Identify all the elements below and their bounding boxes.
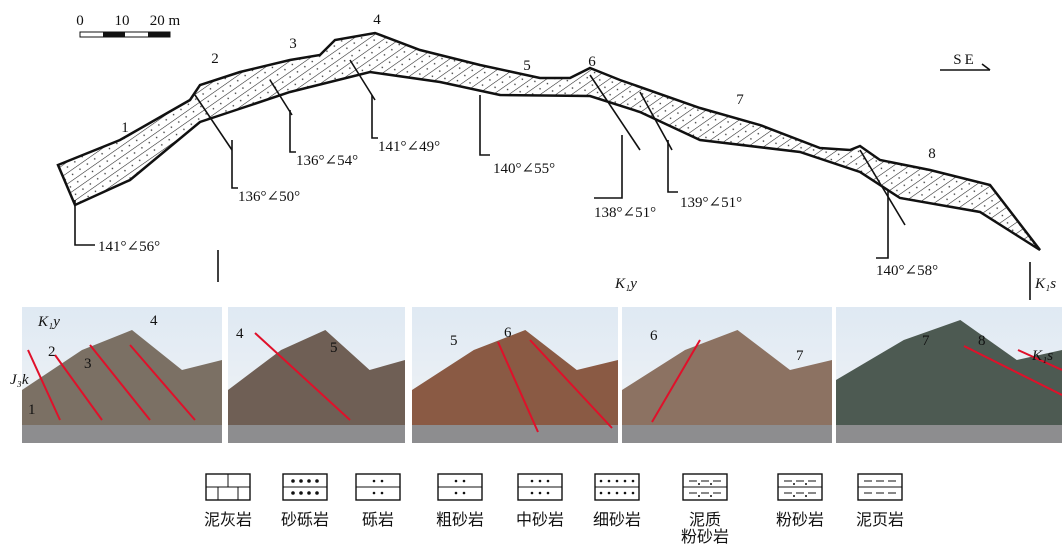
legend-dot [698,483,700,485]
legend-dot [299,479,303,483]
legend-dot [373,480,376,483]
photo-road [412,425,618,443]
bed-number: 6 [588,54,596,70]
legend-dot [624,492,627,495]
legend-dot [710,495,712,497]
legend-dot [632,492,635,495]
legend-dot [381,492,384,495]
attitude-label: 140°∠55° [493,161,555,177]
photo-road [22,425,222,443]
photo-road [836,425,1062,443]
direction-label: SE [953,52,977,68]
legend-dot [455,492,458,495]
attitude-label: 141°∠56° [98,239,160,255]
legend-dot [698,495,700,497]
legend-dot [455,480,458,483]
photo-label: J₃k [10,372,29,388]
legend-dot [381,480,384,483]
attitude-label: 140°∠58° [876,263,938,279]
legend-dot [793,483,795,485]
bed-number: 2 [211,51,219,67]
legend-dot [608,492,611,495]
legend-dot [539,480,542,483]
photo-label: 1 [28,402,36,418]
legend-label: 砂砾岩 [281,511,329,529]
legend: 泥灰岩 砂砾岩 砾岩 粗砂岩 中砂岩 细砂岩 泥质粉砂岩 粉砂岩 泥页岩 [204,474,904,544]
legend-dot [805,483,807,485]
legend-dot [539,492,542,495]
legend-dot [463,480,466,483]
bed-number: 1 [121,120,129,136]
bed-number: 8 [928,146,936,162]
formation-label: K₁y [614,276,637,292]
photo-label: 2 [48,344,56,360]
photo-label: 4 [150,313,158,329]
photo-road [228,425,405,443]
legend-dot [307,491,311,495]
legend-dot [600,480,603,483]
scale-label: 0 [76,13,84,29]
legend-label: 中砂岩 [516,511,564,529]
photo-label: K₁s [1031,348,1053,364]
photo-strip: K₁y J₃k 1 2 3 4 4 5 5 6 6 7 7 8 K₁s [10,307,1062,443]
legend-dot [616,492,619,495]
legend-dot [632,480,635,483]
photo-label: 3 [84,356,92,372]
legend-dot [547,480,550,483]
photo-road [622,425,832,443]
bed-number: 7 [736,92,744,108]
attitude-label: 141°∠49° [378,139,440,155]
bed-number: 4 [373,12,381,28]
legend-dot [600,492,603,495]
legend-dot [315,479,319,483]
bed-number: 5 [523,58,531,74]
legend-dot [315,491,319,495]
legend-dot [299,491,303,495]
legend-dot [547,492,550,495]
legend-dot [373,492,376,495]
scale-bar [80,32,170,37]
legend-label: 粗砂岩 [436,511,484,529]
scale-label: 10 [115,13,130,29]
legend-label: 泥质粉砂岩 [681,511,729,544]
photo-label: 8 [978,333,986,349]
legend-dot [291,491,295,495]
legend-label: 泥灰岩 [204,511,252,529]
legend-dot [624,480,627,483]
legend-dot [616,480,619,483]
legend-dot [531,492,534,495]
legend-dot [710,483,712,485]
attitude-label: 138°∠51° [594,205,656,221]
legend-dot [531,480,534,483]
photo-label: 6 [650,328,658,344]
attitude-label: 136°∠54° [296,153,358,169]
legend-label: 泥页岩 [856,511,904,529]
photo-label: K₁y [37,314,60,330]
figure: K₁yJ₃k123445566778K₁s 泥灰岩砂砾岩砾岩粗砂岩中砂岩细砂岩泥… [0,0,1062,544]
photo-label: 4 [236,326,244,342]
photo-label: 6 [504,325,512,341]
bed-number: 3 [289,36,297,52]
photo-label: 5 [330,340,338,356]
legend-dot [307,479,311,483]
legend-dot [608,480,611,483]
legend-dot [291,479,295,483]
legend-label: 细砂岩 [593,511,641,529]
section-profile [58,33,1040,250]
legend-dot [805,495,807,497]
legend-label: 粉砂岩 [776,511,824,529]
scale-label: 20 m [150,13,181,29]
legend-label: 砾岩 [362,511,394,529]
photo-label: 5 [450,333,458,349]
photo-label: 7 [796,348,804,364]
photo-label: 7 [922,333,930,349]
formation-label: K₁s [1034,276,1056,292]
legend-dot [793,495,795,497]
attitude-label: 136°∠50° [238,189,300,205]
attitude-label: 139°∠51° [680,195,742,211]
legend-dot [463,492,466,495]
